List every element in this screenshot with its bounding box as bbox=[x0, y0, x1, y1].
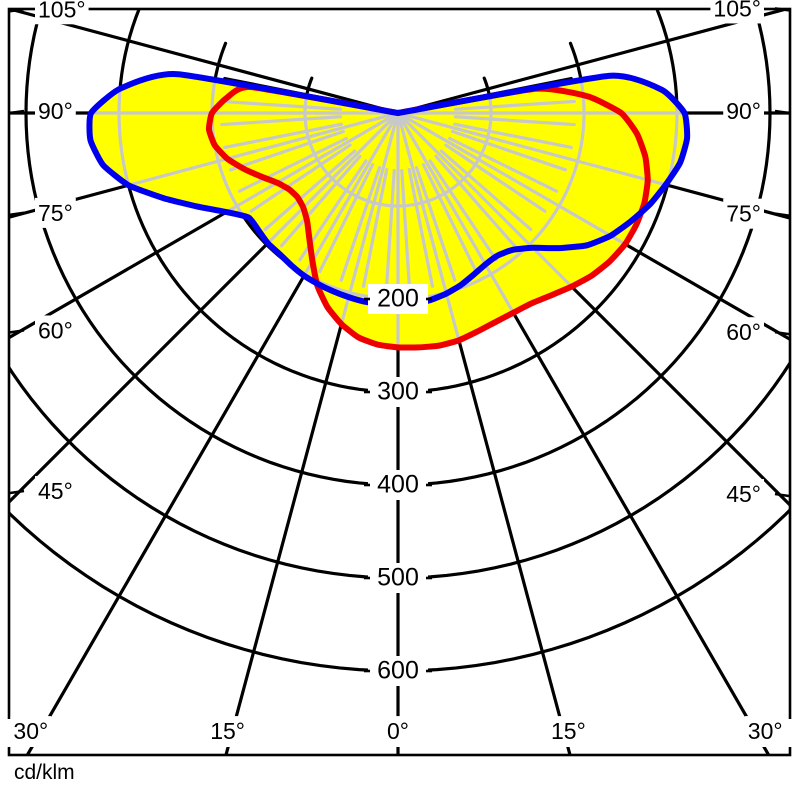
angle-label-backing bbox=[744, 716, 786, 747]
angle-label-bottom-15: 15° bbox=[210, 718, 245, 744]
angle-tick-left bbox=[9, 329, 25, 334]
chart-border bbox=[7, 7, 792, 757]
angle-tick-left bbox=[9, 7, 25, 13]
angle-label-backing bbox=[384, 716, 412, 747]
angle-label-left-105: 105° bbox=[38, 0, 86, 22]
angle-label-backing bbox=[35, 197, 76, 228]
angle-label-right-75: 75° bbox=[726, 201, 761, 227]
angle-tick-right bbox=[774, 330, 790, 336]
angle-label-left-75: 75° bbox=[38, 200, 73, 226]
angle-label-backing bbox=[35, 0, 89, 25]
angle-tick-right bbox=[774, 7, 790, 12]
angle-label-right-60: 60° bbox=[726, 319, 761, 345]
angle-label-backing bbox=[35, 315, 76, 346]
radial-tick-label-500: 500 bbox=[377, 564, 419, 592]
angle-label-backing bbox=[35, 96, 76, 127]
radial-tick-label-600: 600 bbox=[377, 657, 419, 685]
curve-c90-c270 bbox=[205, 84, 651, 351]
angle-tick-left bbox=[9, 109, 25, 115]
angle-tick-right bbox=[774, 492, 790, 498]
angle-label-bottom-30: 30° bbox=[748, 718, 783, 744]
angle-tick-left bbox=[9, 489, 25, 495]
angle-tick-right bbox=[774, 212, 790, 217]
angle-tick-right bbox=[774, 109, 790, 115]
angle-label-backing bbox=[723, 198, 764, 229]
radial-label-backing bbox=[368, 470, 428, 500]
radial-label-backing bbox=[368, 656, 428, 686]
angle-label-bottom-0: 0° bbox=[387, 718, 409, 744]
radial-tick-label-300: 300 bbox=[377, 378, 419, 406]
angle-label-left-60: 60° bbox=[38, 317, 73, 343]
angle-label-right-90: 90° bbox=[726, 98, 761, 124]
angle-label-backing bbox=[710, 0, 764, 24]
unit-label: cd/klm bbox=[14, 761, 75, 784]
radial-label-backing bbox=[368, 563, 428, 593]
angle-label-backing bbox=[207, 716, 248, 747]
angle-label-right-45: 45° bbox=[726, 481, 761, 507]
angle-label-backing bbox=[548, 716, 589, 747]
angle-label-backing bbox=[723, 479, 764, 510]
angle-label-left-90: 90° bbox=[38, 98, 73, 124]
radial-tick-label-200: 200 bbox=[377, 285, 419, 313]
angle-label-backing bbox=[723, 96, 764, 127]
angle-label-bottom-30: 30° bbox=[13, 718, 48, 744]
angle-label-right-105: 105° bbox=[713, 0, 761, 21]
angle-label-backing bbox=[10, 716, 52, 747]
radial-label-backing bbox=[368, 377, 428, 407]
axis-labels-layer: 200 300 400 500 600 105° 90° 75° 60° 45° 105° 90° 75… bbox=[1, 0, 795, 747]
radial-tick-label-400: 400 bbox=[377, 471, 419, 499]
angle-label-left-45: 45° bbox=[38, 478, 73, 504]
angle-label-backing bbox=[723, 317, 764, 348]
angle-label-backing bbox=[35, 476, 76, 507]
angle-tick-left bbox=[9, 211, 25, 217]
angle-label-bottom-15: 15° bbox=[551, 718, 586, 744]
radial-label-backing bbox=[368, 284, 428, 314]
